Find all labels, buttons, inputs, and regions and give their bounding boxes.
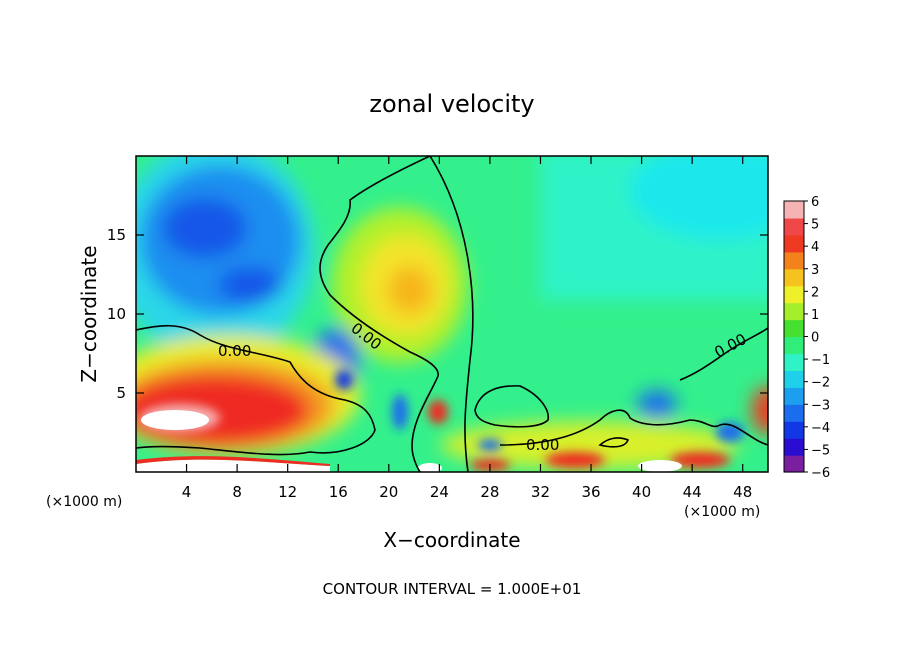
field-right-blue-blob bbox=[637, 390, 677, 418]
colorbar-tick-label: 6 bbox=[811, 195, 819, 210]
x-tick-label: 32 bbox=[531, 483, 550, 501]
contour-line-5 bbox=[499, 409, 768, 446]
contour-line-2 bbox=[429, 156, 474, 472]
contour-line-7 bbox=[598, 437, 630, 448]
colorbar-swatch bbox=[784, 268, 804, 287]
colorbar-swatch bbox=[784, 251, 804, 270]
x-tick-label: 8 bbox=[232, 483, 242, 501]
field-bottom-strip-red bbox=[136, 456, 330, 466]
x-tick-label: 20 bbox=[379, 483, 398, 501]
x-tick-label: 48 bbox=[733, 483, 752, 501]
contour-line-3 bbox=[319, 156, 439, 472]
colorbar-swatch bbox=[784, 370, 804, 388]
plot-area bbox=[136, 156, 768, 472]
field-mid-deep-blue bbox=[335, 370, 353, 390]
contour-line-4 bbox=[474, 385, 549, 428]
field-upper-left-deep-blue bbox=[163, 198, 247, 258]
colorbar-swatch bbox=[784, 404, 804, 422]
x-unit-left: (×1000 m) bbox=[46, 494, 122, 510]
colorbar-tick-label: 4 bbox=[811, 240, 819, 255]
colorbar-tick-label: 0 bbox=[811, 331, 819, 346]
contour-line-6 bbox=[679, 327, 768, 381]
colorbar-tick-label: 3 bbox=[811, 263, 819, 278]
field-lower-right-yellow bbox=[440, 421, 740, 469]
colorbar-swatch bbox=[784, 319, 804, 338]
colorbar-tick-label: 5 bbox=[811, 218, 819, 233]
x-axis-ticks: 4 8 12 16 20 24 28 32 36 40 44 48 bbox=[182, 156, 752, 501]
x-tick-label: 36 bbox=[581, 483, 600, 501]
x-tick-label: 44 bbox=[683, 483, 702, 501]
field-white-patch-3 bbox=[418, 463, 442, 472]
field-small-red-3 bbox=[670, 452, 730, 468]
field-right-edge-red bbox=[752, 386, 768, 434]
y-axis-label: Z−coordinate bbox=[77, 245, 101, 382]
field-upper-right-aqua bbox=[630, 156, 768, 240]
chart-title: zonal velocity bbox=[369, 90, 534, 118]
x-tick-label: 16 bbox=[329, 483, 348, 501]
x-tick-label: 40 bbox=[632, 483, 651, 501]
colorbar-swatch bbox=[784, 421, 804, 439]
colorbar-swatch bbox=[784, 201, 804, 219]
contour-lines bbox=[136, 156, 768, 472]
field-small-red-2 bbox=[545, 452, 605, 468]
contour-interval-footer: CONTOUR INTERVAL = 1.000E+01 bbox=[323, 580, 582, 598]
colorbar-swatch bbox=[784, 234, 804, 253]
colorbar-tick-label: −4 bbox=[811, 421, 830, 436]
x-tick-label: 28 bbox=[480, 483, 499, 501]
y-axis-ticks: 5 10 15 bbox=[107, 226, 768, 402]
x-tick-label: 12 bbox=[278, 483, 297, 501]
field-white-patch-2 bbox=[638, 460, 682, 472]
x-unit-right: (×1000 m) bbox=[684, 504, 760, 520]
field-mid-left-deep-blue bbox=[218, 267, 282, 303]
field-small-blue-1 bbox=[392, 394, 408, 430]
colorbar-tick-label: 2 bbox=[811, 285, 819, 300]
colorbar-tick-label: −2 bbox=[811, 376, 830, 391]
contour-label: 0.00 bbox=[218, 342, 251, 360]
colorbar-tick-label: −1 bbox=[811, 353, 830, 368]
colorbar-swatch bbox=[784, 438, 804, 456]
colorbar-tick-label: −3 bbox=[811, 398, 830, 413]
contour-line-1 bbox=[136, 324, 376, 456]
colorbar-tick-label: −5 bbox=[811, 443, 830, 458]
field-orange-core bbox=[388, 266, 432, 314]
field-small-red-1 bbox=[428, 400, 448, 424]
colorbar-swatch bbox=[784, 285, 804, 304]
colorbar: 6 5 4 3 2 1 0 −1 −2 −3 −4 −5 −6 bbox=[783, 195, 830, 481]
colorbar-tick-label: 1 bbox=[811, 308, 819, 323]
field-white-patch-1 bbox=[141, 410, 209, 430]
field-small-blue-2 bbox=[478, 439, 502, 451]
x-tick-label: 24 bbox=[430, 483, 449, 501]
colorbar-swatch bbox=[784, 302, 804, 321]
colorbar-swatch bbox=[784, 455, 804, 473]
colorbar-swatch bbox=[784, 353, 804, 371]
y-tick-label: 15 bbox=[107, 226, 126, 244]
colorbar-tick-label: −6 bbox=[811, 466, 830, 481]
y-tick-label: 10 bbox=[107, 305, 126, 323]
x-tick-label: 4 bbox=[182, 483, 192, 501]
colorbar-swatch bbox=[784, 387, 804, 405]
y-tick-label: 5 bbox=[116, 384, 126, 402]
field-bottom-strip bbox=[136, 459, 330, 472]
colorbar-swatch bbox=[784, 336, 804, 355]
colorbar-swatch bbox=[784, 217, 804, 236]
contour-label: 0.00 bbox=[526, 436, 559, 454]
x-axis-label: X−coordinate bbox=[383, 528, 520, 552]
